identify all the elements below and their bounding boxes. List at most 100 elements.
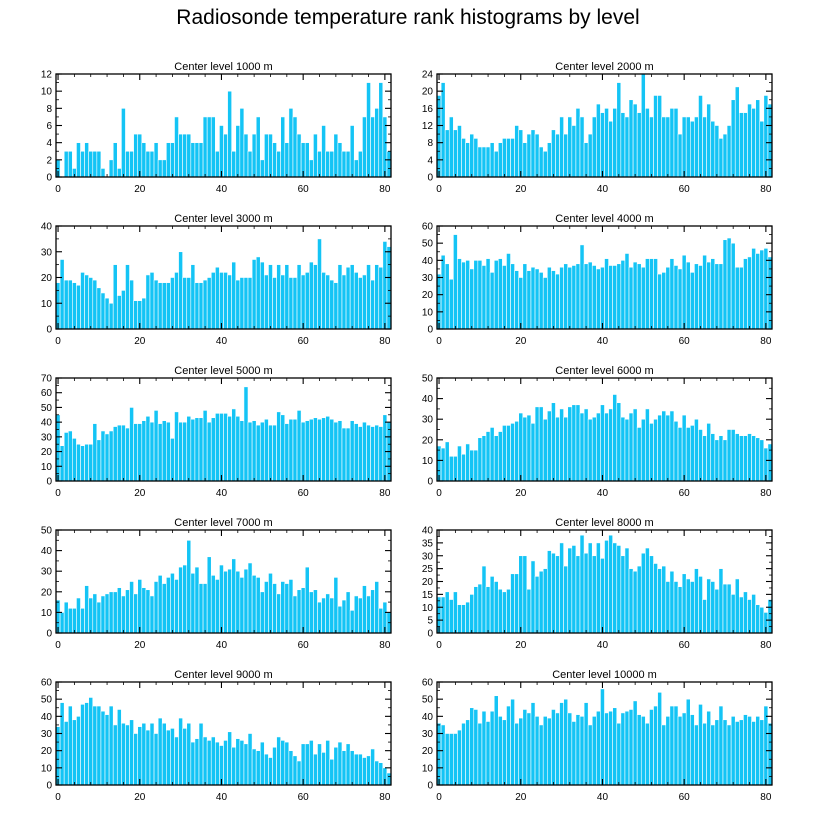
bar xyxy=(210,272,216,330)
bar xyxy=(304,272,310,330)
bar xyxy=(161,583,167,634)
bar xyxy=(522,709,528,786)
bar xyxy=(734,266,740,330)
x-tick-label: 40 xyxy=(597,336,609,347)
bar xyxy=(104,433,110,482)
bar xyxy=(743,258,748,330)
bar xyxy=(575,263,581,330)
y-tick-label: 40 xyxy=(41,418,53,429)
bar xyxy=(665,116,671,178)
bar xyxy=(96,705,102,786)
bar xyxy=(186,277,192,330)
bar xyxy=(534,716,540,786)
bar xyxy=(526,414,532,482)
bar xyxy=(665,716,671,786)
bar xyxy=(108,302,114,330)
bar xyxy=(174,736,179,786)
bar xyxy=(440,254,446,330)
bar xyxy=(714,439,720,482)
bar xyxy=(243,386,249,482)
bar xyxy=(166,282,171,330)
bar xyxy=(632,700,638,786)
bar xyxy=(461,261,466,330)
bar xyxy=(608,710,613,786)
bar xyxy=(133,423,139,482)
bar xyxy=(591,716,597,786)
bar xyxy=(313,133,318,178)
y-tick-label: 0 xyxy=(46,477,52,488)
bar xyxy=(374,108,380,178)
bar xyxy=(743,591,748,634)
bar xyxy=(137,133,143,178)
bar xyxy=(206,421,212,482)
x-tick-label: 20 xyxy=(134,640,146,651)
y-tick-label: 50 xyxy=(422,695,434,706)
bar xyxy=(640,266,646,330)
bar xyxy=(473,138,479,178)
bar xyxy=(182,564,188,634)
x-tick-label: 80 xyxy=(379,336,391,347)
bar xyxy=(137,423,143,482)
bar xyxy=(457,125,462,178)
x-tick-label: 0 xyxy=(55,792,61,803)
bar xyxy=(636,263,642,330)
bar xyxy=(288,418,294,482)
bar xyxy=(559,266,564,330)
bar xyxy=(493,260,499,330)
y-tick-label: 20 xyxy=(41,273,53,284)
bar xyxy=(251,133,257,178)
bar xyxy=(108,591,114,634)
bar xyxy=(349,264,355,330)
bar xyxy=(702,116,707,178)
y-tick-label: 50 xyxy=(422,239,434,250)
bar xyxy=(510,423,515,482)
bar xyxy=(206,116,212,178)
bar xyxy=(612,108,618,178)
bar xyxy=(653,95,658,178)
bar xyxy=(689,581,695,634)
x-tick-label: 40 xyxy=(216,792,228,803)
bar xyxy=(341,274,347,330)
bar xyxy=(649,555,654,634)
bar xyxy=(624,253,630,330)
bar xyxy=(743,714,748,786)
bar xyxy=(448,599,454,634)
bar xyxy=(296,133,302,178)
bar xyxy=(706,710,712,786)
bar xyxy=(571,125,577,178)
bar xyxy=(300,587,306,634)
x-tick-label: 20 xyxy=(134,792,146,803)
bar xyxy=(640,418,646,482)
bar xyxy=(546,142,552,178)
bar xyxy=(457,445,462,482)
bar xyxy=(215,266,220,330)
bar xyxy=(518,277,524,330)
bar xyxy=(673,420,679,482)
bar xyxy=(702,599,707,634)
bar xyxy=(202,410,208,482)
bar xyxy=(333,746,339,786)
y-tick-label: 5 xyxy=(427,616,433,627)
bar xyxy=(461,604,466,634)
bar xyxy=(129,719,134,786)
bar xyxy=(63,150,69,178)
bar xyxy=(210,417,216,482)
bar xyxy=(510,263,515,330)
x-tick-label: 40 xyxy=(216,640,228,651)
x-tick-label: 0 xyxy=(55,336,61,347)
x-tick-label: 60 xyxy=(298,336,310,347)
bar xyxy=(685,427,691,482)
bar xyxy=(251,259,257,330)
bar xyxy=(542,568,548,634)
bar xyxy=(600,404,605,482)
bar xyxy=(518,412,524,482)
bar xyxy=(325,740,331,786)
bar xyxy=(571,545,577,634)
bar xyxy=(665,266,671,330)
bar xyxy=(649,423,654,482)
y-tick-label: 50 xyxy=(41,403,53,414)
bar xyxy=(235,570,241,634)
bar xyxy=(551,270,556,330)
bar xyxy=(337,741,343,786)
bar xyxy=(149,272,155,330)
